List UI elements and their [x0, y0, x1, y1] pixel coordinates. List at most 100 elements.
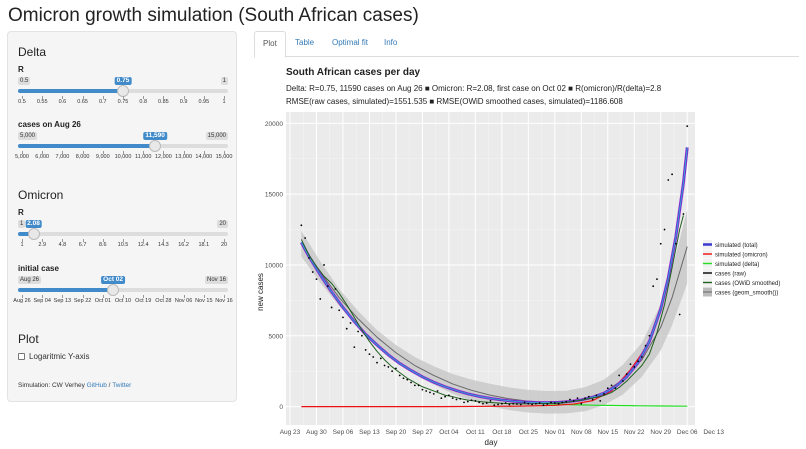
raw-case-point — [497, 403, 499, 406]
legend-label: simulated (total) — [715, 243, 758, 249]
x-tick-label: Sep 20 — [386, 429, 407, 436]
x-tick-label: Nov 15 — [597, 429, 618, 436]
raw-case-point — [682, 213, 685, 215]
raw-case-point — [587, 395, 590, 398]
raw-case-point — [413, 384, 416, 387]
delta-cases-slider[interactable]: 5,000 15,000 11,590 5,000 6,000 7,000 8,000 9,0… — [15, 132, 232, 162]
slider-max-label: 1 — [220, 77, 228, 85]
github-link[interactable]: GitHub — [86, 382, 107, 389]
slider-fill — [18, 232, 34, 236]
raw-case-point — [368, 353, 371, 356]
slider-tick-label: Oct 19 — [135, 298, 152, 304]
checkbox-box[interactable] — [18, 353, 25, 360]
slider-tick — [224, 239, 225, 242]
slider-tick — [22, 239, 23, 242]
raw-case-point — [644, 344, 647, 347]
slider-tick-label: 0.55 — [36, 99, 48, 105]
raw-case-point — [591, 398, 594, 401]
y-tick-label: 15000 — [265, 192, 283, 199]
raw-case-point — [659, 242, 662, 245]
slider-tick — [123, 151, 124, 154]
omicron-section-title: Omicron — [18, 188, 64, 202]
raw-case-point — [357, 330, 359, 333]
raw-case-point — [455, 398, 458, 401]
raw-case-point — [425, 390, 428, 392]
slider-handle[interactable] — [149, 140, 162, 152]
legend-label: cases (OWiD smoothed) — [715, 281, 780, 287]
legend-label: simulated (omicron) — [715, 253, 768, 259]
slider-tick — [143, 151, 145, 154]
x-tick-label: Sep 27 — [412, 429, 433, 436]
omicron-r-slider[interactable]: 1 20 2.08 1 2.9 4.8 6.7 8.6 10.5 12.4 14.3 16.2 18.1… — [18, 220, 228, 250]
raw-case-point — [478, 401, 481, 404]
slider-track[interactable] — [18, 232, 228, 236]
slider-tick-label: Aug 26 — [13, 298, 31, 304]
chart-legend: simulated (total) simulated (omicron) simu… — [703, 240, 780, 297]
delta-r-label: R — [18, 65, 24, 74]
x-tick-label: Oct 11 — [466, 429, 485, 436]
raw-case-point — [599, 400, 602, 402]
slider-handle[interactable] — [107, 284, 120, 296]
tab-info[interactable]: Info — [384, 38, 398, 47]
raw-case-point — [304, 237, 307, 239]
slider-tick-label: 16.2 — [178, 242, 189, 248]
credit-prefix: Simulation: CW Verhey — [18, 382, 87, 389]
slider-tick-label: 10.5 — [117, 242, 129, 248]
app-title: Omicron growth simulation (South African… — [8, 5, 419, 26]
slider-tick — [183, 96, 185, 99]
x-tick-label: Sep 06 — [333, 429, 354, 436]
raw-case-point — [572, 400, 575, 402]
slider-tick-label: Sep 22 — [73, 298, 92, 304]
slider-track[interactable] — [18, 288, 228, 292]
slider-value-badge: Oct 02 — [101, 276, 126, 284]
initial-case-label: initial case — [18, 264, 59, 273]
raw-case-point — [519, 403, 522, 406]
raw-case-point — [569, 398, 571, 401]
slider-tick — [163, 239, 165, 242]
initial-case-slider[interactable]: Aug 26 Nov 16 Oct 02 Aug 26 Sep 04 Sep 13 Sep … — [13, 276, 233, 306]
x-tick-label: Nov 22 — [624, 429, 645, 436]
x-tick-label: Dec 13 — [703, 429, 724, 436]
twitter-link[interactable]: Twitter — [112, 382, 132, 389]
raw-case-point — [678, 313, 681, 316]
tab-table[interactable]: Table — [295, 38, 315, 47]
credit-separator: / — [106, 382, 113, 389]
x-tick-label: Aug 23 — [280, 429, 301, 436]
tab-plot[interactable]: Plot — [254, 31, 286, 58]
raw-case-point — [629, 363, 632, 365]
slider-tick — [102, 295, 104, 298]
slider-handle[interactable] — [27, 228, 40, 240]
slider-tick-label: 0.6 — [58, 99, 67, 105]
raw-case-point — [315, 278, 318, 281]
slider-tick — [82, 239, 84, 242]
raw-case-point — [440, 397, 443, 399]
raw-case-point — [595, 394, 598, 397]
slider-tick-label: 6,000 — [35, 154, 50, 160]
tab-bar: Plot Table Optimal fit Info — [254, 31, 799, 58]
slider-tick-label: 0.95 — [198, 99, 210, 105]
slider-tick-label: 14.3 — [158, 242, 169, 248]
slider-tick-label: Oct 01 — [94, 298, 111, 304]
raw-case-point — [364, 349, 367, 351]
raw-case-point — [429, 391, 431, 394]
tab-optimal-fit[interactable]: Optimal fit — [332, 38, 369, 47]
slider-tick — [82, 96, 84, 99]
raw-case-point — [300, 224, 303, 227]
raw-case-point — [376, 361, 378, 364]
log-y-axis-label: Logaritmic Y-axis — [29, 352, 90, 361]
slider-tick — [42, 151, 44, 154]
raw-case-point — [474, 400, 477, 402]
delta-r-slider[interactable]: 0.5 1 0.75 0.5 0.55 0.6 0.65 0.7 0.75 0.8 0.85 0.9 0… — [18, 77, 228, 107]
log-y-axis-checkbox[interactable]: Logaritmic Y-axis — [18, 352, 89, 361]
legend-label: simulated (delta) — [715, 262, 759, 268]
slider-tick-label: Nov 15 — [195, 298, 213, 304]
raw-case-point — [640, 356, 643, 358]
raw-case-point — [656, 278, 658, 281]
slider-value-badge: 11,590 — [143, 132, 167, 140]
raw-case-point — [561, 401, 564, 404]
raw-case-point — [508, 403, 511, 406]
slider-value-badge: 2.08 — [25, 220, 42, 228]
slider-tick-label: 9,000 — [95, 154, 110, 160]
owid-smoothed-line — [300, 215, 684, 405]
slider-tick — [203, 239, 205, 242]
